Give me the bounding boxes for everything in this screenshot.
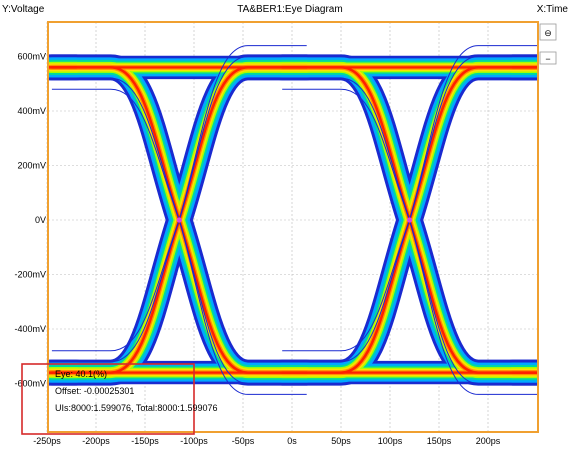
x-tick-label: 50ps <box>331 436 351 446</box>
eye-info-box: Eye: 40.1(%) Offset: -0.00025301 UIs:800… <box>21 363 217 435</box>
collapse-button[interactable]: − <box>539 51 557 65</box>
chart-title: TA&BER1:Eye Diagram <box>237 4 342 15</box>
y-tick-labels: 600mV 400mV 200mV 0V -200mV -400mV -600mV <box>14 52 46 389</box>
y-tick-label: -600mV <box>14 379 46 389</box>
crossing-marker <box>176 217 182 223</box>
x-tick-label: 100ps <box>378 436 403 446</box>
x-tick-label: 150ps <box>427 436 452 446</box>
y-tick-label: 400mV <box>17 106 46 116</box>
x-tick-labels: -250ps -200ps -150ps -100ps -50ps 0s 50ps 100ps… <box>33 436 501 446</box>
y-tick-label: -400mV <box>14 324 46 334</box>
y-tick-label: -200mV <box>14 270 46 280</box>
ui-total-text: UIs:8000:1.599076, Total:8000:1.599076 <box>55 403 217 413</box>
crossing-markers <box>176 217 413 223</box>
x-tick-label: 0s <box>287 436 297 446</box>
offset-text: Offset: -0.00025301 <box>55 386 134 396</box>
zoom-out-icon: ⊖ <box>544 28 552 38</box>
x-tick-label: 200ps <box>476 436 501 446</box>
y-tick-label: 200mV <box>17 161 46 171</box>
info-highlight-frame <box>21 363 195 435</box>
y-axis-label: Y:Voltage <box>2 4 45 15</box>
plot-border <box>47 21 539 433</box>
x-tick-label: -150ps <box>131 436 159 446</box>
eye-opening-text: Eye: 40.1(%) <box>55 369 107 379</box>
zoom-out-button[interactable]: ⊖ <box>539 23 557 41</box>
collapse-icon: − <box>545 54 550 64</box>
x-axis-label: X:Time <box>537 4 569 15</box>
x-tick-label: -100ps <box>180 436 208 446</box>
x-tick-label: -250ps <box>33 436 61 446</box>
y-tick-label: 0V <box>35 215 46 225</box>
x-tick-label: -200ps <box>82 436 110 446</box>
crossing-marker <box>407 217 413 223</box>
x-tick-label: -50ps <box>232 436 255 446</box>
y-tick-label: 600mV <box>17 52 46 62</box>
